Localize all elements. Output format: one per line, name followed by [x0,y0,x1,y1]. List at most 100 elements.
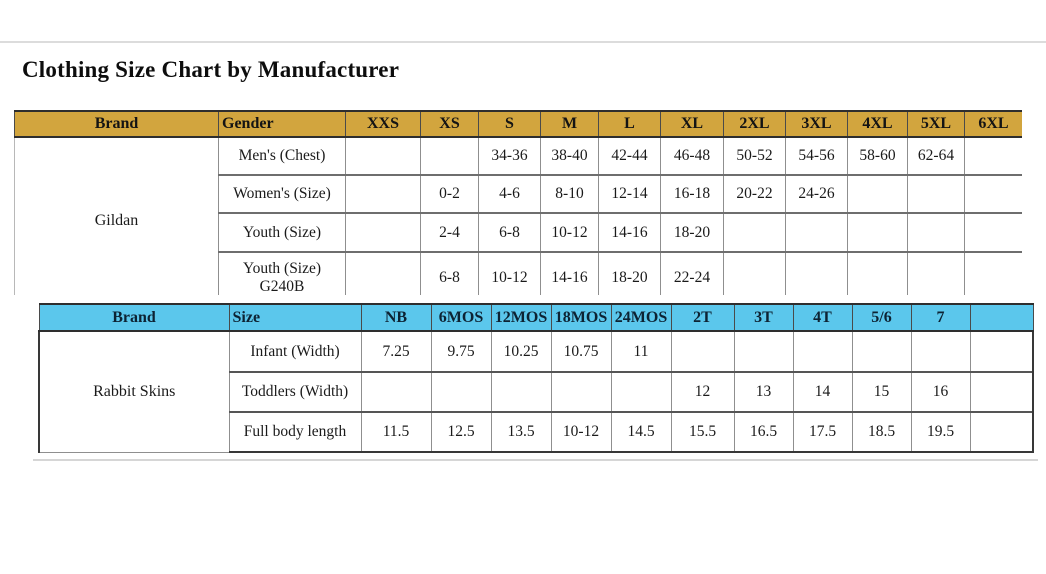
size-value-cell [723,251,786,295]
size-value-cell: 10-12 [478,251,541,295]
column-header-gender: Gender [218,110,346,138]
table-row: Youth (Size) G240B 6-8 10-12 14-16 18-20 22-2… [15,251,1022,295]
size-value-cell: 15 [851,371,912,413]
size-value-cell [907,251,965,295]
column-header-size: Size [228,303,362,332]
size-value-cell: 18.5 [851,411,912,453]
size-value-cell: 16.5 [733,411,794,453]
size-value-cell [490,371,552,413]
size-value-cell: 15.5 [670,411,735,453]
size-value-cell: 13 [733,371,794,413]
size-value-cell [610,371,672,413]
column-header-12mos: 12MOS [490,303,552,332]
row-label-cell: Toddlers (Width) [228,371,362,413]
size-value-cell: 12-14 [598,174,661,214]
size-value-cell: 0-2 [420,174,479,214]
column-header-2t: 2T [670,303,735,332]
size-value-cell [847,251,908,295]
column-header-xs: XS [420,110,479,138]
size-value-cell [345,174,421,214]
size-value-cell [723,212,786,253]
column-header-3xl: 3XL [785,110,848,138]
page-title: Clothing Size Chart by Manufacturer [22,57,400,82]
column-header-6xl: 6XL [964,110,1022,138]
gildan-table: Brand Gender XXS XS S M L XL 2XL 3XL 4XL 5XL 6XL Gild… [14,110,1022,295]
column-header-blank [969,303,1034,332]
column-header-5-6: 5/6 [851,303,912,332]
size-value-cell [360,371,432,413]
size-value-cell: 11.5 [360,411,432,453]
size-value-cell [847,212,908,253]
size-value-cell [964,212,1022,253]
size-value-cell: 16 [910,371,971,413]
row-label-cell: Women's (Size) [218,174,346,214]
size-value-cell: 18-20 [660,212,724,253]
size-value-cell: 14-16 [598,212,661,253]
size-value-cell: 14-16 [540,251,599,295]
size-value-cell: 11 [610,330,672,373]
size-value-cell: 10.25 [490,330,552,373]
size-value-cell: 24-26 [785,174,848,214]
size-value-cell: 10-12 [550,411,612,453]
size-value-cell: 18-20 [598,251,661,295]
table-row: Gildan Men's (Chest) 34-36 38-40 42-44 46-48 5… [14,136,1022,295]
rabbit-skins-table: Brand Size NB 6MOS 12MOS 18MOS 24MOS 2T 3T 4T 5/6 7… [38,303,1034,453]
column-header-4xl: 4XL [847,110,908,138]
size-value-cell: 14.5 [610,411,672,453]
column-header-2xl: 2XL [723,110,786,138]
size-value-cell [420,136,479,176]
size-value-cell: 12.5 [430,411,492,453]
brand-cell: Rabbit Skins [38,330,230,453]
size-value-cell: 50-52 [723,136,786,176]
size-value-cell: 19.5 [910,411,971,453]
size-value-cell: 9.75 [430,330,492,373]
size-value-cell [851,330,912,373]
table-row: Youth (Size) 2-4 6-8 10-12 14-16 18-20 [15,212,1022,253]
column-header-7: 7 [910,303,971,332]
size-value-cell: 8-10 [540,174,599,214]
table-row: Full body length 11.5 12.5 13.5 10-12 14.5 15.… [39,411,1034,453]
size-value-cell: 12 [670,371,735,413]
column-header-xxs: XXS [345,110,421,138]
column-header-24mos: 24MOS [610,303,672,332]
size-value-cell [907,174,965,214]
column-header-s: S [478,110,541,138]
column-header-4t: 4T [792,303,853,332]
column-header-m: M [540,110,599,138]
size-value-cell [969,411,1034,453]
column-header-xl: XL [660,110,724,138]
size-value-cell [345,136,421,176]
rabbit-skins-size-table: Brand Size NB 6MOS 12MOS 18MOS 24MOS 2T 3T 4T 5/6 7… [38,303,1034,453]
size-value-cell [345,212,421,253]
size-value-cell: 10.75 [550,330,612,373]
top-divider [0,41,1046,43]
bottom-divider [33,459,1038,461]
size-value-cell [785,251,848,295]
size-value-cell: 46-48 [660,136,724,176]
size-value-cell: 10-12 [540,212,599,253]
size-value-cell: 22-24 [660,251,724,295]
size-value-cell: 58-60 [847,136,908,176]
size-value-cell: 4-6 [478,174,541,214]
size-value-cell [670,330,735,373]
size-value-cell: 16-18 [660,174,724,214]
size-value-cell [964,136,1022,176]
gildan-size-table: Brand Gender XXS XS S M L XL 2XL 3XL 4XL 5XL 6XL Gild… [14,110,1022,295]
size-value-cell: 6-8 [420,251,479,295]
size-value-cell [847,174,908,214]
size-value-cell: 54-56 [785,136,848,176]
size-value-cell: 2-4 [420,212,479,253]
size-value-cell [910,330,971,373]
size-value-cell: 6-8 [478,212,541,253]
size-value-cell [969,371,1034,413]
size-value-cell: 13.5 [490,411,552,453]
size-value-cell: 17.5 [792,411,853,453]
size-value-cell [792,330,853,373]
size-value-cell: 42-44 [598,136,661,176]
brand-cell: Gildan [14,136,219,295]
table-row: Rabbit Skins Infant (Width) 7.25 9.75 10.25 1… [38,330,1034,453]
table-row: Women's (Size) 0-2 4-6 8-10 12-14 16-18 20-22 2… [15,174,1022,214]
size-value-cell [430,371,492,413]
size-value-cell: 34-36 [478,136,541,176]
column-header-nb: NB [360,303,432,332]
